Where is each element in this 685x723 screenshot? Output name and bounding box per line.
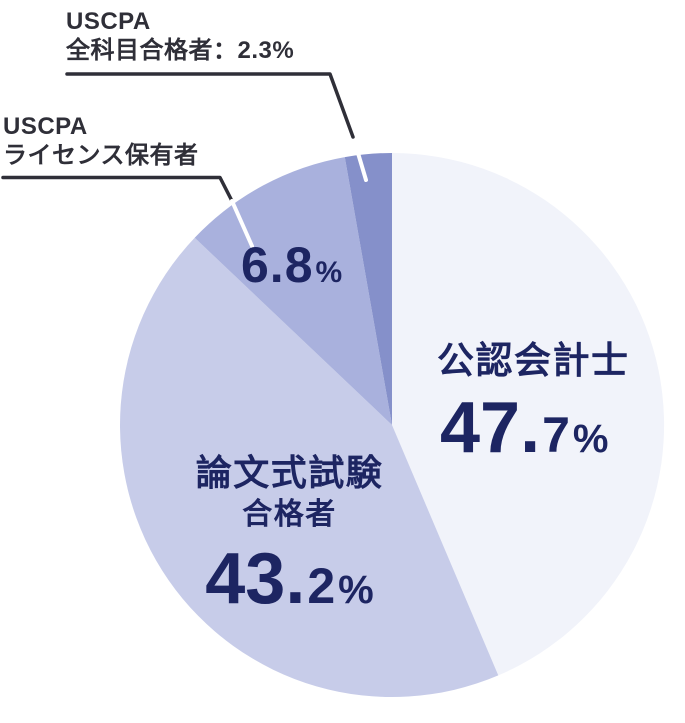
callout-line-license-inner [230, 199, 254, 248]
value-uscpa-license-number: 6.8 [241, 237, 314, 293]
label-uscpa-all-pass-line1: USCPA [66, 8, 151, 35]
label-uscpa-all-pass-line2: 全科目合格者：2.3% [66, 37, 295, 64]
label-ronbun-block: 論文式試験 合格者 43.2% [182, 452, 397, 615]
value-ronbun-dec: 2 [307, 557, 336, 614]
value-cpa-unit: % [572, 417, 609, 461]
pie-slice-ronbun-goukaku [120, 237, 499, 698]
value-ronbun: 43.2% [182, 543, 397, 615]
value-uscpa-license: 6.8% [241, 240, 342, 290]
value-cpa-int: 47. [440, 388, 541, 468]
label-uscpa-license-line1: USCPA [3, 113, 88, 140]
callout-line-all-pass-inner [353, 141, 368, 182]
callout-line-license-outer [1, 175, 234, 203]
label-uscpa-all-pass: USCPA 全科目合格者：2.3% [66, 7, 294, 65]
label-cpa-name: 公認会計士 [437, 340, 630, 381]
pie-slice-uscpa-zenkamoku [344, 152, 392, 426]
label-ronbun-name-line2: 合格者 [242, 498, 337, 532]
value-uscpa-license-unit: % [315, 256, 343, 289]
label-ronbun-name-line1: 論文式試験 [195, 452, 384, 493]
label-uscpa-license-line2: ライセンス保有者 [3, 142, 199, 169]
value-ronbun-unit: % [338, 567, 374, 612]
pie-slice-cpa [392, 152, 665, 676]
callout-line-all-pass-outer [65, 72, 355, 139]
value-cpa-dec: 7 [542, 407, 570, 463]
value-ronbun-int: 43. [205, 538, 306, 619]
value-cpa: 47.7% [440, 392, 608, 464]
label-uscpa-license: USCPA ライセンス保有者 [3, 112, 199, 170]
